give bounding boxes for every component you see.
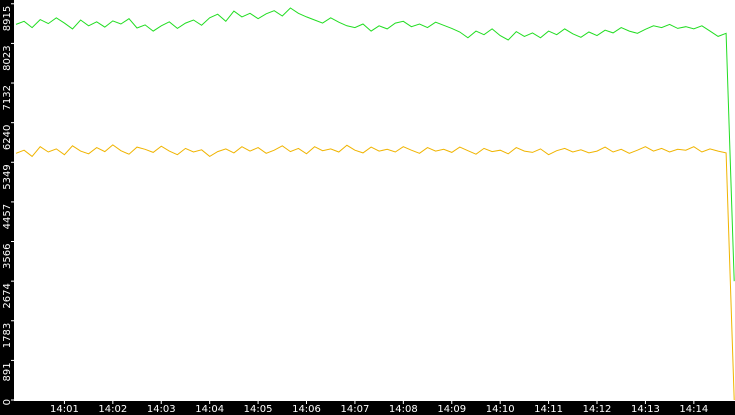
x-tick-label: 14:04 — [195, 404, 224, 415]
x-tick-label: 14:02 — [98, 404, 127, 415]
y-axis-bar — [0, 0, 14, 415]
x-axis-bar — [0, 401, 735, 415]
x-tick-label: 14:08 — [389, 404, 418, 415]
x-tick-label: 14:12 — [583, 404, 612, 415]
x-tick-label: 14:09 — [437, 404, 466, 415]
y-tick-label: 891 — [2, 362, 13, 381]
x-tick-label: 14:13 — [631, 404, 660, 415]
y-tick-label: 8023 — [2, 45, 13, 70]
x-tick-label: 14:11 — [534, 404, 563, 415]
y-tick-label: 8915 — [2, 6, 13, 31]
x-tick-label: 14:01 — [50, 404, 79, 415]
series-line — [15, 7, 735, 282]
y-tick-label: 5349 — [2, 164, 13, 189]
x-tick-label: 14:03 — [147, 404, 176, 415]
y-tick-label: 7132 — [2, 85, 13, 110]
y-tick-label: 1783 — [2, 323, 13, 348]
y-tick-label: 4457 — [2, 204, 13, 229]
y-tick-label: 2674 — [2, 283, 13, 308]
x-tick-label: 14:14 — [679, 404, 708, 415]
x-tick-label: 14:05 — [244, 404, 273, 415]
y-tick-label: 0 — [2, 399, 13, 405]
x-tick-label: 14:07 — [341, 404, 370, 415]
series-line — [15, 144, 735, 401]
x-tick-label: 14:06 — [292, 404, 321, 415]
x-tick-label: 14:10 — [486, 404, 515, 415]
y-tick-label: 3566 — [2, 244, 13, 269]
y-tick-label: 6240 — [2, 125, 13, 150]
